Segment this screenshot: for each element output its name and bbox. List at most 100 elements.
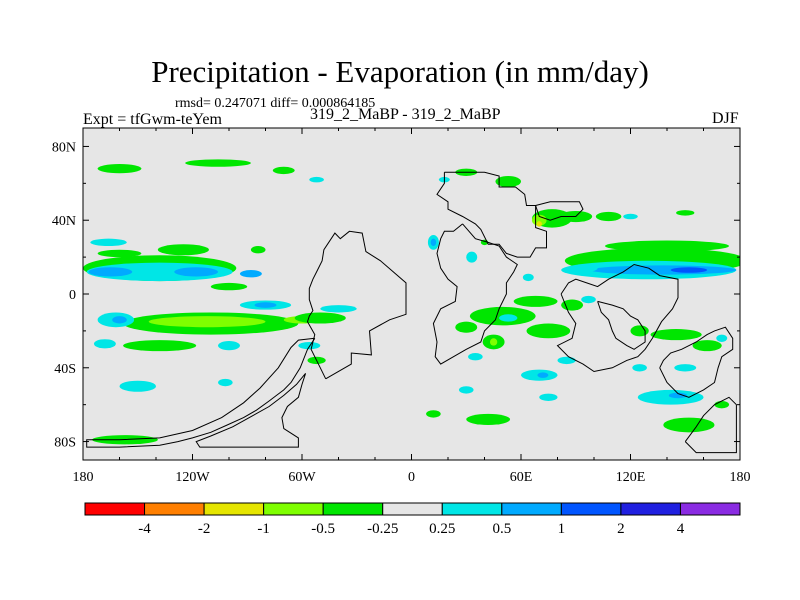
contour-region (499, 314, 518, 322)
contour-region (298, 341, 321, 350)
colorbar-label: -1 (257, 521, 270, 537)
coastline (432, 223, 518, 365)
contour-region (674, 364, 697, 372)
contour-region (309, 176, 324, 183)
contour-region (466, 251, 478, 263)
x-tick-label: 60W (288, 470, 316, 485)
colorbar-box (382, 502, 443, 516)
colorbar-label: -4 (138, 521, 151, 537)
colorbar-label: -0.5 (311, 521, 335, 537)
contour-region (468, 353, 483, 361)
contour-region (630, 325, 649, 337)
y-tick-label: 80N (52, 140, 76, 155)
colorbar-box (441, 502, 503, 516)
colorbar-box (263, 502, 324, 516)
contour-region (97, 249, 142, 258)
stats-label: rmsd= 0.247071 diff= 0.000864185 (175, 96, 376, 111)
contour-region (495, 175, 521, 188)
contour-region (537, 372, 549, 378)
x-tick-label: 180 (73, 470, 94, 485)
contour-region (320, 305, 357, 313)
contour-region (294, 312, 346, 324)
coastline (306, 230, 407, 380)
colorbar-box (203, 502, 265, 516)
case-label: 319_2_MaBP - 319_2_MaBP (310, 106, 501, 123)
colorbar-label: 0.25 (429, 521, 455, 537)
colorbar-label: -2 (198, 521, 211, 537)
coastline (556, 263, 679, 373)
contour-region (650, 329, 702, 341)
contour-region (86, 262, 233, 282)
contour-region (581, 295, 596, 304)
contour-region (250, 246, 266, 254)
coastline (597, 300, 646, 350)
contour-region (123, 340, 197, 352)
coastline (195, 372, 307, 448)
x-tick-label: 120E (616, 470, 646, 485)
contour-region (595, 211, 622, 222)
contour-region (539, 393, 558, 401)
contour-region (632, 364, 647, 372)
contour-region (557, 356, 576, 365)
contour-region (522, 273, 534, 282)
coastline (684, 396, 737, 454)
contour-region (119, 380, 156, 392)
plot-background (83, 128, 740, 460)
contour-region (430, 238, 437, 247)
contour-region (590, 265, 737, 275)
contour-region (90, 238, 127, 247)
contour-region (623, 213, 638, 220)
colorbar-label: 1 (558, 521, 566, 537)
contour-region (455, 321, 478, 333)
x-tick-label: 0 (408, 470, 415, 485)
contour-region (676, 210, 695, 216)
y-tick-label: 40S (54, 362, 76, 377)
contour-region (466, 413, 511, 425)
contour-region (272, 166, 295, 175)
coastline (436, 171, 547, 258)
contour-region (714, 400, 730, 409)
contour-region (112, 316, 127, 324)
colorbar-box (679, 502, 741, 516)
contour-region (210, 282, 248, 291)
contour-region (668, 392, 688, 399)
contour-region (716, 334, 728, 342)
contour-region (254, 302, 277, 308)
contour-region (218, 341, 240, 351)
colorbar-label: 0.5 (492, 521, 511, 537)
x-tick-label: 120W (175, 470, 210, 485)
contour-region (185, 159, 251, 167)
contour-region (458, 386, 474, 394)
contour-region (489, 338, 498, 346)
coastline (659, 326, 734, 398)
contour-region (670, 267, 708, 273)
contour-region (637, 389, 704, 405)
colorbar-label: -0.25 (367, 521, 398, 537)
chart-title: Precipitation - Evaporation (in mm/day) (151, 54, 649, 89)
contour-region (536, 221, 542, 227)
coastline (86, 337, 316, 448)
y-tick-label: 40N (52, 214, 76, 229)
contour-region (239, 270, 262, 278)
y-tick-label: 0 (69, 288, 76, 303)
colorbar-box (322, 502, 384, 516)
colorbar-box (144, 502, 205, 516)
contour-region (575, 264, 598, 272)
season-label: DJF (712, 110, 739, 127)
colorbar-box (84, 502, 146, 516)
x-tick-label: 180 (730, 470, 751, 485)
experiment-label: Expt = tfGwm-teYem (83, 111, 222, 128)
colorbar-box (501, 502, 562, 516)
contour-region (513, 295, 558, 307)
contour-region (526, 323, 571, 339)
contour-region (663, 417, 715, 433)
contour-region (148, 316, 266, 328)
coastline (535, 201, 584, 221)
colorbar-label: 2 (617, 521, 625, 537)
x-tick-label: 60E (510, 470, 533, 485)
contour-region (97, 163, 142, 174)
y-tick-label: 80S (54, 436, 76, 451)
contour-region (426, 410, 441, 418)
contour-region (88, 267, 133, 277)
